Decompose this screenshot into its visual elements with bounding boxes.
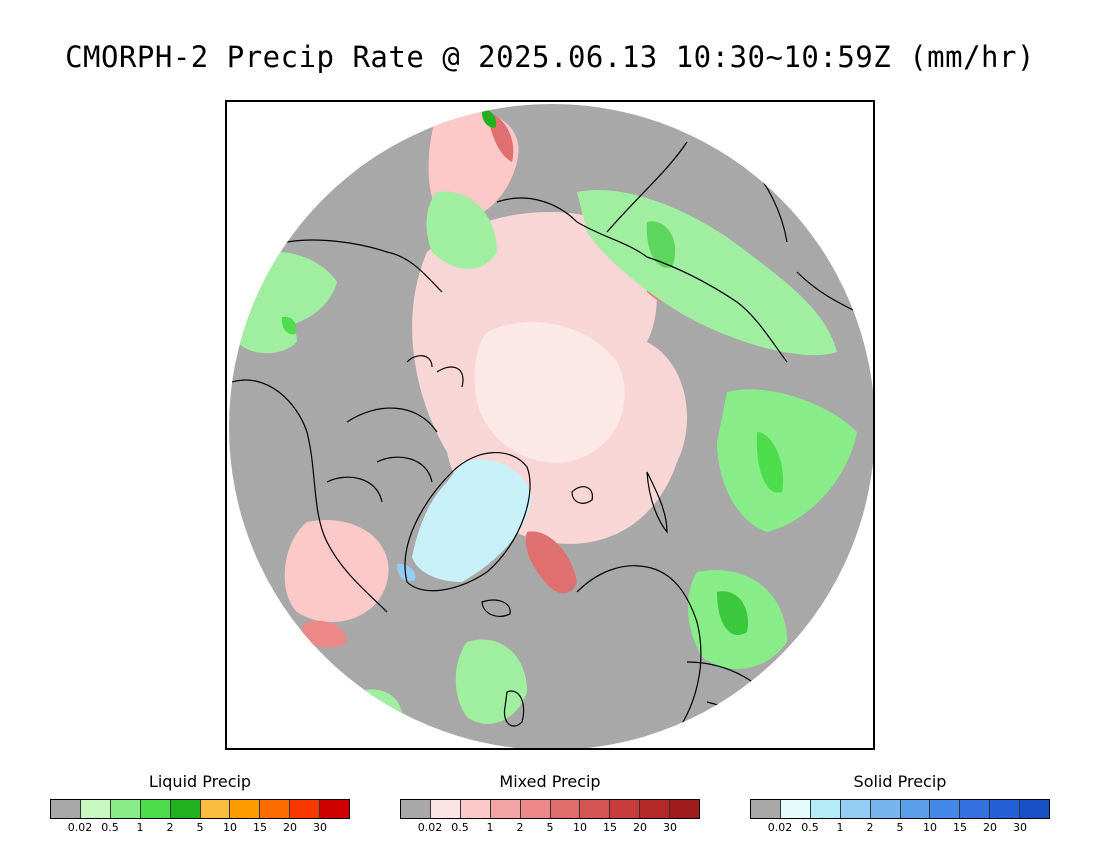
chukotka-liquid-precip (426, 191, 497, 269)
legend-tick-label: 10 (923, 821, 937, 834)
greenland-coastline (404, 452, 531, 592)
north-atlantic-mixed-precip-heavy (525, 531, 577, 594)
legend-tick-label: 20 (983, 821, 997, 834)
legend-tick-label: 0.5 (451, 821, 469, 834)
north-america-coastline (231, 379, 388, 613)
legend-title: Mixed Precip (499, 772, 601, 791)
legend-swatch (51, 800, 81, 818)
legend-tick-label: 10 (223, 821, 237, 834)
arctic-mixed-precip-light (474, 322, 625, 463)
legend-tick-label: 5 (546, 821, 554, 834)
legend-tick-label: 0.02 (417, 821, 443, 834)
legend-swatch (751, 800, 781, 818)
legend-tick-label: 0.02 (67, 821, 93, 834)
legend-swatch (490, 800, 521, 818)
legend-swatch (520, 800, 551, 818)
legend-tick-label: 30 (1013, 821, 1027, 834)
legend-tick-label: 2 (866, 821, 874, 834)
tick-labels: 0.02 0.5 1 2 5 10 15 20 30 (50, 821, 350, 835)
legend-swatch (430, 800, 461, 818)
legend-swatch (290, 800, 321, 818)
legend-tick-label: 1 (486, 821, 494, 834)
canada-liquid-precip-moderate (281, 316, 297, 335)
legend-title: Liquid Precip (148, 772, 252, 791)
siberia-liquid-precip-moderate (646, 221, 676, 268)
legend-tick-label: 1 (836, 821, 844, 834)
legend-tick-label: 30 (663, 821, 677, 834)
scandinavia-liquid-precip-moderate (717, 591, 748, 636)
legend-swatch (320, 800, 350, 818)
legend-swatch (260, 800, 291, 818)
legend-swatch (230, 800, 261, 818)
legend-tick-label: 15 (253, 821, 267, 834)
legend-swatch (810, 800, 841, 818)
legend-tick-label: 0.02 (767, 821, 793, 834)
legend-swatch (960, 800, 991, 818)
siberia-coastline (496, 197, 788, 363)
novaya-zemlya-coastline (646, 471, 668, 534)
legend-tick-label: 30 (313, 821, 327, 834)
urals-liquid-precip-moderate (756, 432, 783, 493)
legend-tick-label: 15 (953, 821, 967, 834)
legend-tick-label: 20 (633, 821, 647, 834)
legend-swatch (870, 800, 901, 818)
legend-swatch (670, 800, 700, 818)
legend-swatch (900, 800, 931, 818)
legend-swatch (140, 800, 171, 818)
labrador-mixed-precip-heavy (301, 620, 347, 648)
legend-liquid: Liquid Precip 0.02 0.5 1 2 5 10 15 20 30 (50, 772, 350, 835)
taymyr-coastline (606, 141, 688, 233)
legend-tick-label: 2 (166, 821, 174, 834)
legend-swatch (1020, 800, 1050, 818)
map-title: CMORPH-2 Precip Rate @ 2025.06.13 10:30~… (65, 40, 1035, 74)
east-siberia-liquid-precip (717, 389, 857, 532)
legend-swatch (640, 800, 671, 818)
color-bar (750, 799, 1050, 819)
canadian-archipelago-coastline (326, 355, 464, 503)
legend-solid: Solid Precip 0.02 0.5 1 2 5 10 15 20 30 (750, 772, 1050, 835)
scandinavia-coastline (576, 565, 702, 733)
legend-tick-label: 10 (573, 821, 587, 834)
legend-tick-label: 0.5 (101, 821, 119, 834)
legend-swatch (610, 800, 641, 818)
canada-liquid-precip (237, 301, 297, 354)
color-bar (50, 799, 350, 819)
legend-tick-label: 0.5 (801, 821, 819, 834)
bering-liquid-precip-heavy (481, 109, 497, 128)
tick-labels: 0.02 0.5 1 2 5 10 15 20 30 (400, 821, 700, 835)
legend-tick-label: 5 (196, 821, 204, 834)
legend-swatch (780, 800, 811, 818)
color-bar (400, 799, 700, 819)
legend-tick-label: 15 (603, 821, 617, 834)
baffin-mixed-precip (284, 520, 389, 622)
svalbard-coastline (571, 486, 594, 504)
legend-title: Solid Precip (853, 772, 947, 791)
legend-mixed: Mixed Precip 0.02 0.5 1 2 5 10 15 20 30 (400, 772, 700, 835)
legend-swatch (990, 800, 1021, 818)
map-panel (225, 100, 875, 750)
siberia-liquid-precip (577, 190, 837, 356)
greenland-solid-precip (412, 459, 532, 582)
legend-tick-label: 1 (136, 821, 144, 834)
tick-labels: 0.02 0.5 1 2 5 10 15 20 30 (750, 821, 1050, 835)
legend-tick-label: 2 (516, 821, 524, 834)
legend-tick-label: 20 (283, 821, 297, 834)
legend-swatch (930, 800, 961, 818)
legend-swatch (580, 800, 611, 818)
iceland-coastline (481, 599, 511, 617)
legend-tick-label: 5 (896, 821, 904, 834)
legend-swatch (110, 800, 141, 818)
legend-swatch (401, 800, 431, 818)
greenland-solid-precip-moderate (397, 563, 416, 582)
legend-swatch (840, 800, 871, 818)
legend-swatch (200, 800, 231, 818)
legend-swatch (80, 800, 111, 818)
uk-coastline (503, 690, 525, 727)
polar-map-svg (229, 104, 873, 748)
uk-liquid-precip (455, 639, 527, 724)
legend-swatch (170, 800, 201, 818)
legend-swatch (460, 800, 491, 818)
legend-swatch (550, 800, 581, 818)
alaska-coastline (286, 239, 443, 293)
